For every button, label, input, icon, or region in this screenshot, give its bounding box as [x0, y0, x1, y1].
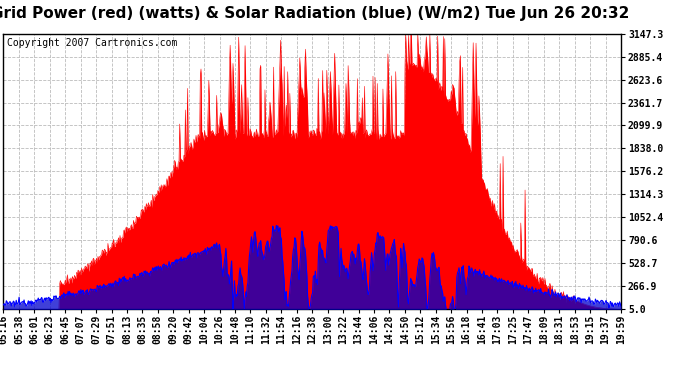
Text: Copyright 2007 Cartronics.com: Copyright 2007 Cartronics.com — [6, 38, 177, 48]
Text: Grid Power (red) (watts) & Solar Radiation (blue) (W/m2) Tue Jun 26 20:32: Grid Power (red) (watts) & Solar Radiati… — [0, 6, 630, 21]
